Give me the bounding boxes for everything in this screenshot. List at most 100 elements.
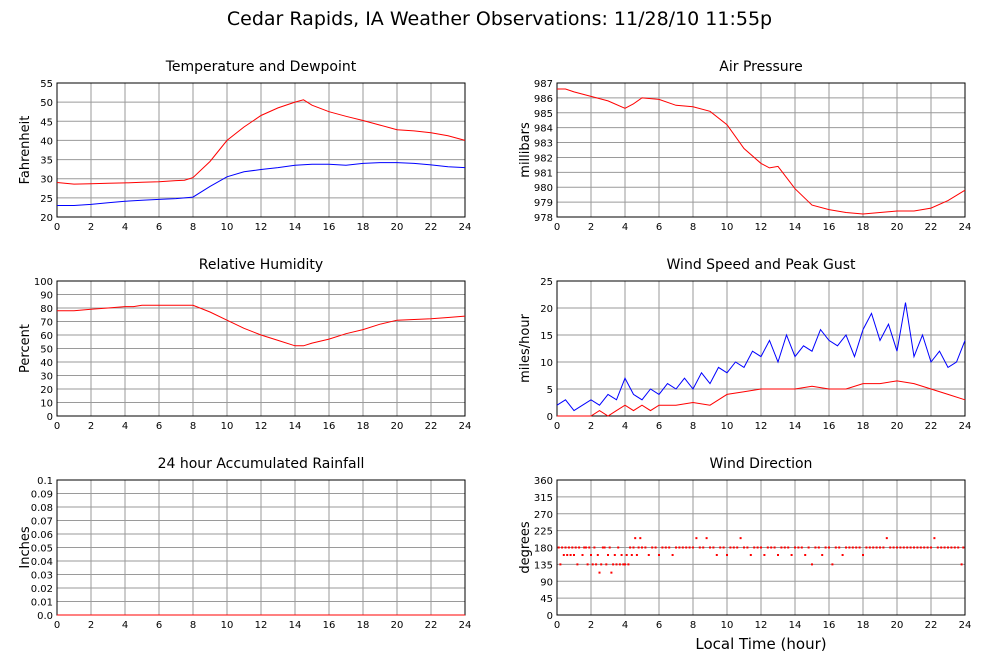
x-tick-label: 2 (588, 421, 594, 432)
x-tick-label: 24 (459, 620, 472, 631)
x-tick-label: 20 (391, 222, 404, 233)
data-point (639, 537, 642, 540)
data-point (940, 546, 943, 549)
y-tick-label: 984 (534, 124, 553, 135)
x-tick-label: 4 (622, 222, 628, 233)
data-point (783, 546, 786, 549)
data-point (610, 571, 613, 574)
data-point (658, 554, 660, 556)
data-point (562, 554, 565, 556)
x-tick-label: 0 (554, 222, 560, 233)
data-point (605, 563, 608, 566)
y-tick-label: 270 (534, 510, 553, 521)
y-tick-label: 25 (540, 277, 553, 288)
data-point (790, 554, 793, 556)
data-point (688, 546, 691, 549)
data-point (953, 546, 956, 549)
y-tick-label: 983 (534, 139, 553, 150)
y-axis-label: degrees (518, 521, 533, 574)
x-tick-label: 22 (925, 421, 938, 432)
data-point (567, 546, 570, 549)
data-point (625, 554, 628, 556)
data-point (695, 537, 698, 540)
x-tick-label: 6 (656, 421, 662, 432)
x-tick-label: 24 (459, 222, 472, 233)
x-tick-label: 16 (823, 421, 836, 432)
x-tick-label: 10 (221, 620, 234, 631)
y-tick-label: 20 (540, 304, 553, 315)
plot-border (556, 280, 966, 417)
x-tick-label: 8 (690, 620, 696, 631)
x-tick-label: 16 (823, 222, 836, 233)
x-tick-label: 0 (554, 620, 560, 631)
y-tick-label: 981 (534, 168, 553, 179)
x-tick-label: 12 (255, 222, 268, 233)
data-point (800, 546, 803, 549)
data-point (712, 546, 715, 549)
y-tick-label: 0.02 (31, 584, 53, 595)
data-point (647, 554, 650, 556)
x-tick-label: 2 (588, 620, 594, 631)
x-axis-label: Local Time (hour) (695, 635, 827, 653)
x-tick-label: 0 (54, 620, 60, 631)
y-tick-label: 60 (40, 331, 53, 342)
y-tick-label: 55 (40, 79, 53, 90)
data-point (617, 546, 620, 549)
x-tick-label: 22 (925, 222, 938, 233)
y-tick-label: 80 (40, 304, 53, 315)
y-tick-label: 978 (534, 213, 553, 224)
chart-title: 24 hour Accumulated Rainfall (158, 456, 365, 472)
x-tick-label: 0 (54, 421, 60, 432)
y-tick-label: 985 (534, 109, 553, 120)
x-tick-label: 12 (255, 421, 268, 432)
data-point (838, 546, 841, 549)
data-point (753, 546, 756, 549)
y-tick-label: 0.04 (31, 557, 53, 568)
data-point (947, 546, 949, 549)
data-point (557, 546, 560, 549)
x-tick-label: 10 (721, 620, 734, 631)
x-tick-label: 18 (357, 620, 370, 631)
x-tick-label: 20 (391, 620, 404, 631)
data-point (746, 546, 749, 549)
series-line (57, 304, 466, 347)
x-tick-label: 16 (323, 620, 336, 631)
data-point (596, 554, 599, 556)
data-point (882, 546, 885, 549)
data-point (763, 554, 766, 556)
data-point (841, 554, 844, 556)
data-point (601, 546, 604, 549)
data-point (641, 546, 643, 549)
y-tick-label: 980 (534, 183, 553, 194)
data-point (851, 546, 854, 549)
plot-border (556, 82, 966, 218)
x-tick-label: 18 (357, 222, 370, 233)
series-line (57, 162, 466, 206)
x-tick-label: 14 (789, 421, 802, 432)
data-point (678, 546, 681, 549)
y-tick-label: 0.07 (31, 517, 53, 528)
data-point (811, 563, 813, 566)
data-point (561, 546, 564, 549)
x-tick-label: 22 (425, 222, 438, 233)
y-tick-label: 30 (40, 372, 53, 383)
x-tick-label: 0 (554, 421, 560, 432)
data-point (569, 554, 572, 556)
chart-title: Relative Humidity (199, 257, 323, 273)
y-tick-label: 0.1 (37, 476, 53, 487)
x-tick-label: 10 (721, 421, 734, 432)
data-point (862, 554, 864, 556)
data-point (620, 554, 623, 556)
y-tick-label: 135 (534, 560, 553, 571)
data-point (770, 546, 773, 549)
data-point (564, 546, 567, 549)
data-point (698, 546, 701, 549)
data-point (603, 546, 606, 549)
y-tick-label: 10 (540, 358, 553, 369)
data-point (760, 546, 762, 549)
y-axis-label: miles/hour (518, 313, 533, 382)
data-point (834, 546, 837, 549)
data-point (573, 554, 575, 556)
data-point (824, 546, 827, 549)
y-tick-label: 0.06 (31, 530, 53, 541)
